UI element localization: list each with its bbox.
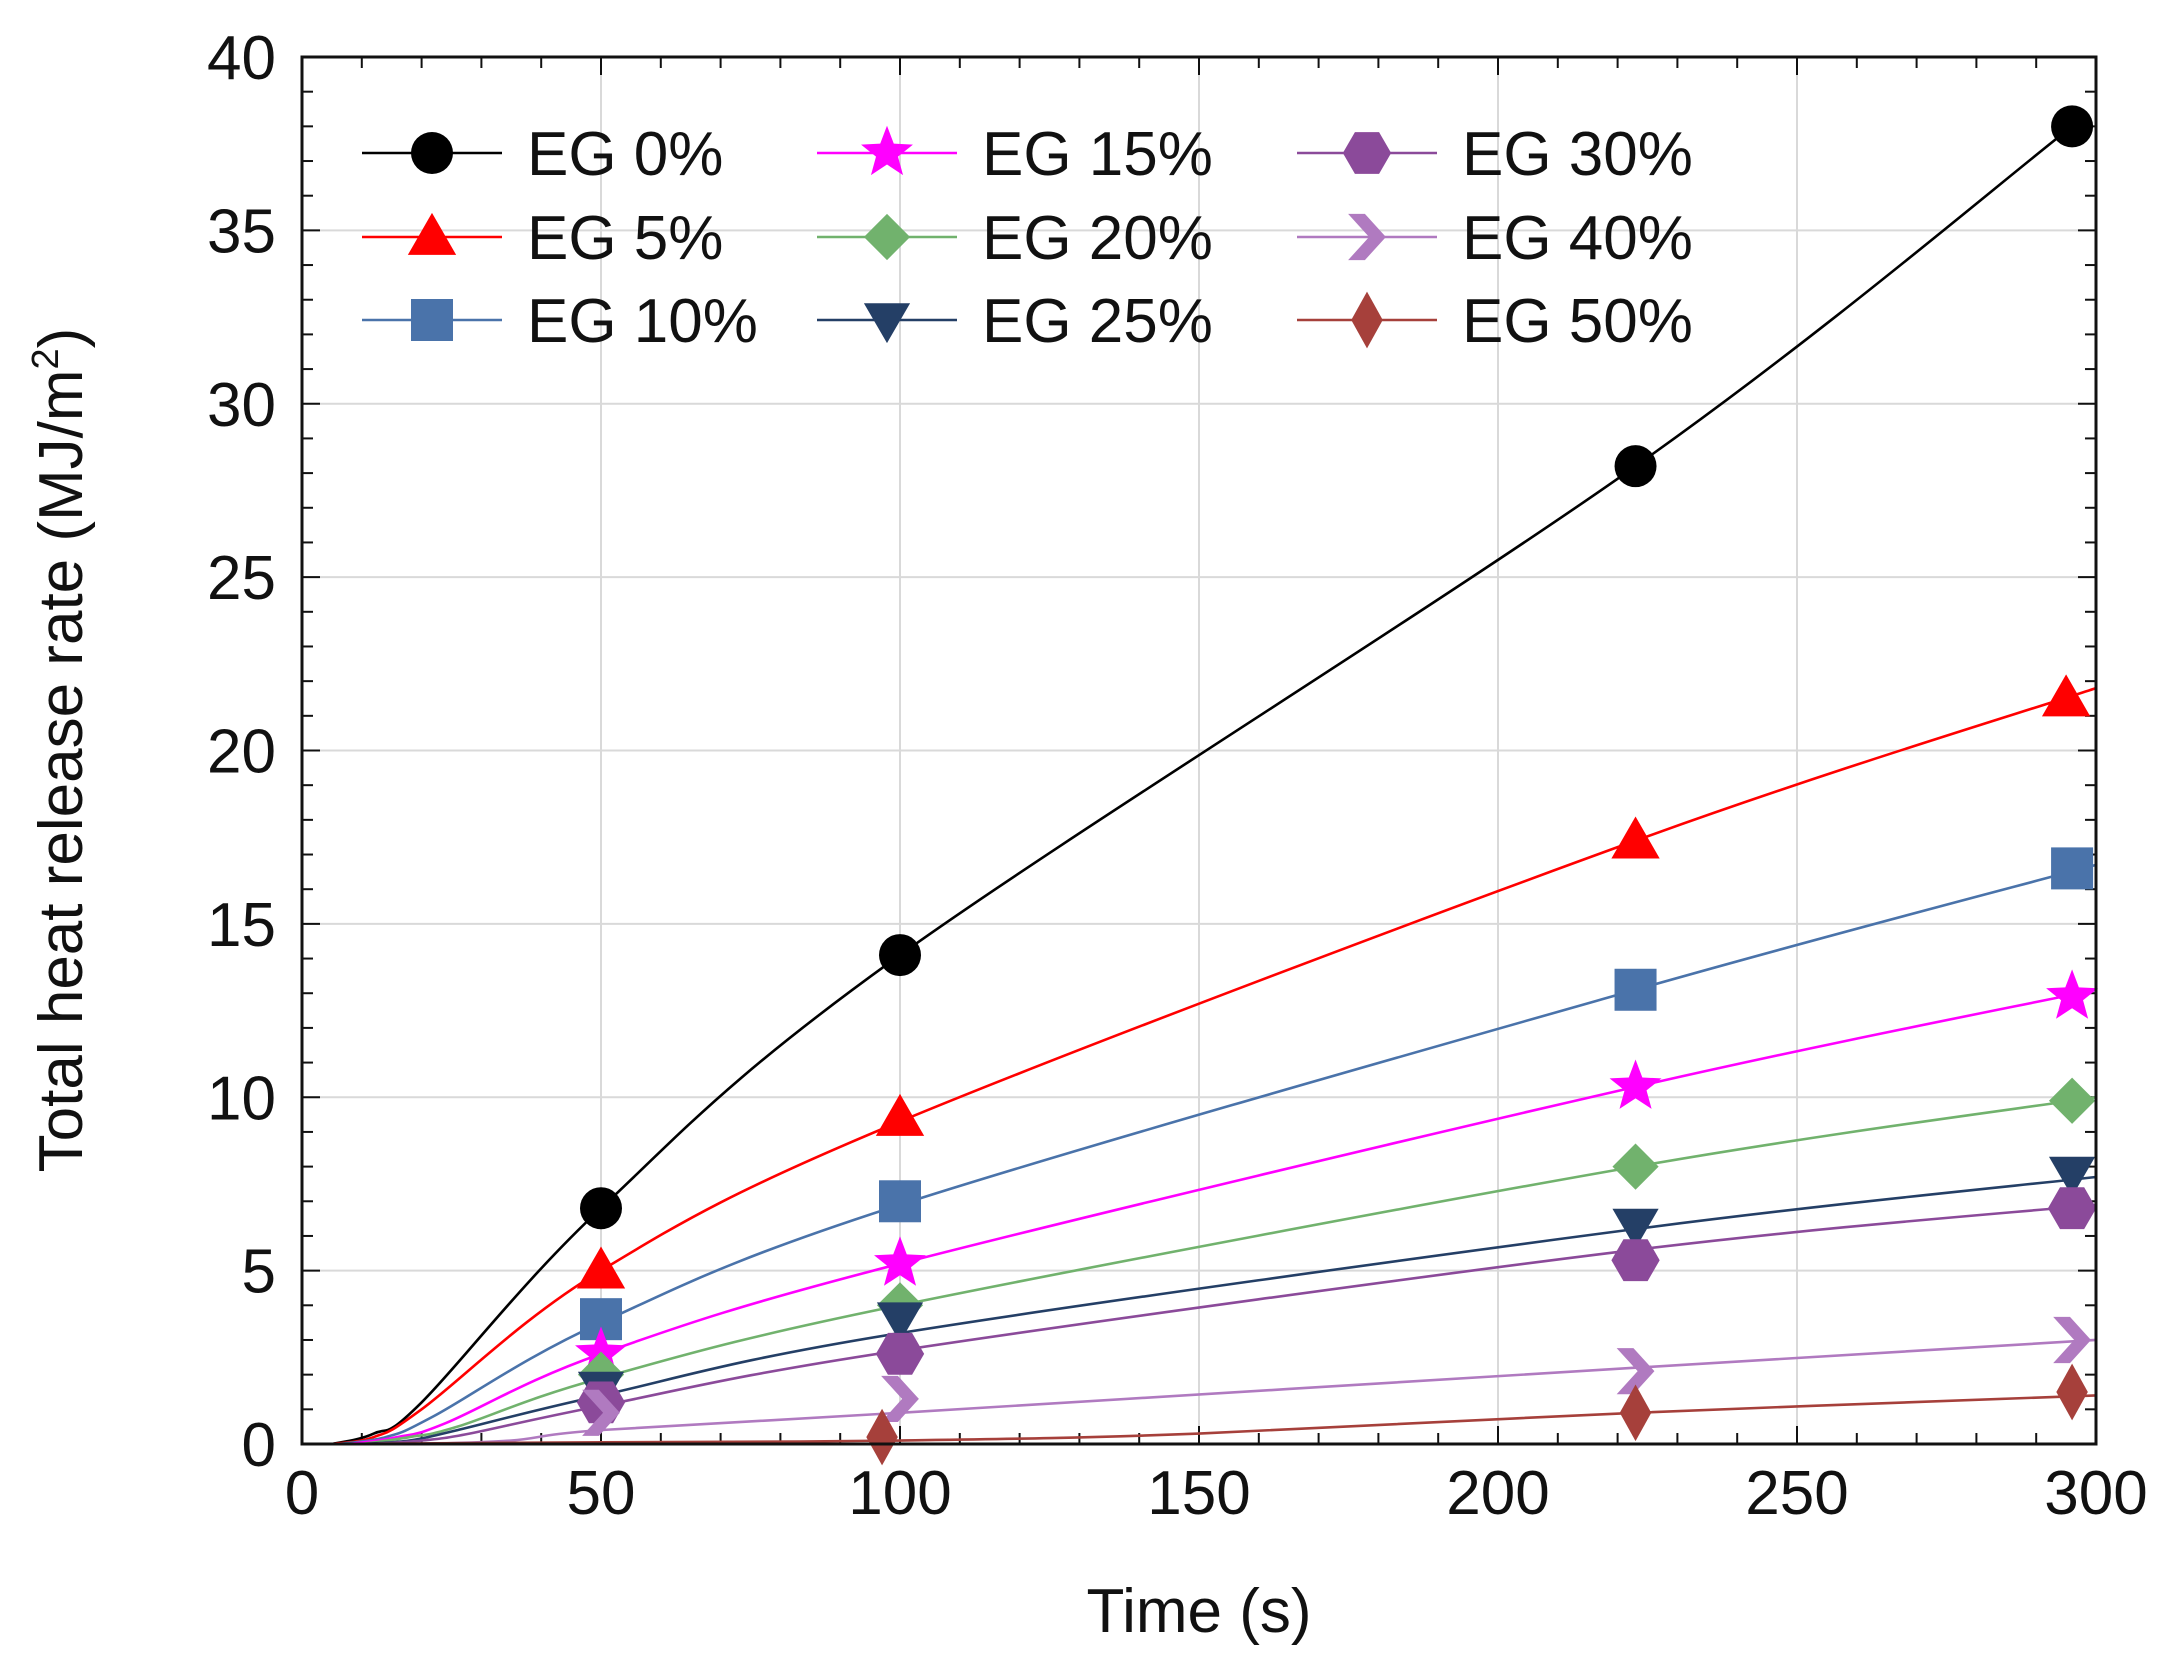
data-point: [879, 934, 921, 977]
data-point: [2051, 105, 2094, 148]
y-tick-label: 40: [207, 24, 276, 93]
data-point: [879, 1180, 921, 1223]
data-point: [874, 1236, 926, 1286]
x-tick-label: 200: [1446, 1459, 1549, 1528]
x-tick-label: 250: [1745, 1459, 1848, 1528]
data-point: [1612, 1143, 1659, 1190]
series-line: [331, 125, 2073, 1446]
x-tick-label: 300: [2044, 1459, 2147, 1528]
legend-item: EG 30%: [1297, 120, 1693, 189]
legend-label: EG 30%: [1462, 120, 1693, 189]
legend-marker: [1342, 132, 1392, 174]
y-tick-label: 30: [207, 371, 276, 440]
data-point: [2051, 847, 2094, 890]
x-tick-label: 150: [1147, 1459, 1250, 1528]
legend-label: EG 40%: [1462, 204, 1693, 273]
x-tick-label: 100: [848, 1459, 951, 1528]
legend-label: EG 5%: [527, 204, 723, 273]
legend-marker: [1348, 213, 1386, 261]
legend-label: EG 20%: [982, 204, 1213, 273]
legend-item: EG 20%: [817, 204, 1213, 273]
y-axis-title-main: Total heat release rate (MJ/m: [27, 369, 96, 1172]
data-point: [2053, 1316, 2091, 1364]
y-tick-labels: 0 5 10 15 20 25 30 35 40: [207, 24, 276, 1480]
data-point: [876, 1302, 924, 1343]
data-point: [575, 1326, 627, 1376]
data-point: [576, 1246, 626, 1289]
legend-marker: [861, 125, 913, 176]
legend: EG 0% EG 5% EG 10% EG 15% EG 20% EG 25% EG 30%…: [362, 120, 1693, 356]
y-tick-label: 5: [242, 1238, 276, 1307]
legend-marker: [411, 299, 453, 341]
data-point: [580, 1187, 622, 1230]
data-point: [582, 1389, 620, 1436]
legend-marker: [411, 132, 453, 174]
legend-label: EG 15%: [982, 120, 1213, 189]
legend-label: EG 25%: [982, 287, 1213, 356]
data-point: [2048, 1077, 2096, 1124]
data-point: [2041, 674, 2091, 717]
data-point: [875, 1093, 925, 1136]
legend-marker: [863, 213, 911, 261]
data-point: [1614, 445, 1657, 488]
data-point: [1612, 1208, 1659, 1249]
x-tick-label: 50: [567, 1459, 636, 1528]
y-axis-title: Total heat release rate (MJ/m2): [25, 328, 96, 1173]
data-point: [2048, 1156, 2096, 1197]
y-tick-label: 0: [242, 1411, 276, 1480]
y-tick-label: 20: [207, 718, 276, 787]
legend-label: EG 10%: [527, 287, 758, 356]
series-line: [331, 686, 2097, 1446]
legend-item: EG 0%: [362, 120, 723, 189]
legend-marker: [1351, 291, 1383, 349]
legend-label: EG 50%: [1462, 287, 1693, 356]
legend-item: EG 50%: [1297, 287, 1693, 356]
plot-frame: [300, 55, 2098, 1446]
x-axis-title: Time (s): [1087, 1577, 1312, 1646]
y-tick-label: 35: [207, 197, 276, 266]
data-point: [1611, 816, 1660, 859]
data-point: [2056, 1363, 2088, 1421]
legend-item: EG 15%: [817, 120, 1213, 189]
legend-item: EG 10%: [362, 287, 758, 356]
legend-item: EG 40%: [1297, 204, 1693, 273]
y-tick-label: 10: [207, 1064, 276, 1133]
x-tick-labels: 0 50 100 150 200 250 300: [285, 1459, 2148, 1528]
y-axis-title-superscript: 2: [25, 348, 67, 369]
data-point: [881, 1375, 919, 1423]
series-line: [331, 1394, 2097, 1446]
data-point: [2047, 1187, 2097, 1230]
x-tick-label: 0: [285, 1459, 319, 1528]
legend-label: EG 0%: [527, 120, 723, 189]
y-tick-label: 15: [207, 891, 276, 960]
series-markers: [575, 105, 2099, 1466]
y-tick-label: 25: [207, 544, 276, 613]
legend-marker: [863, 303, 911, 344]
legend-item: EG 25%: [817, 287, 1213, 356]
y-axis-title-close: ): [27, 328, 96, 349]
data-point: [1611, 1239, 1660, 1282]
series-line: [421, 1338, 2097, 1446]
data-point: [875, 1332, 925, 1375]
legend-item: EG 5%: [362, 204, 723, 273]
data-point: [1609, 1059, 1662, 1109]
data-point: [1619, 1384, 1652, 1442]
legend-marker: [407, 212, 457, 255]
data-point: [1614, 968, 1657, 1011]
data-point: [2046, 969, 2099, 1019]
data-point: [866, 1408, 898, 1466]
